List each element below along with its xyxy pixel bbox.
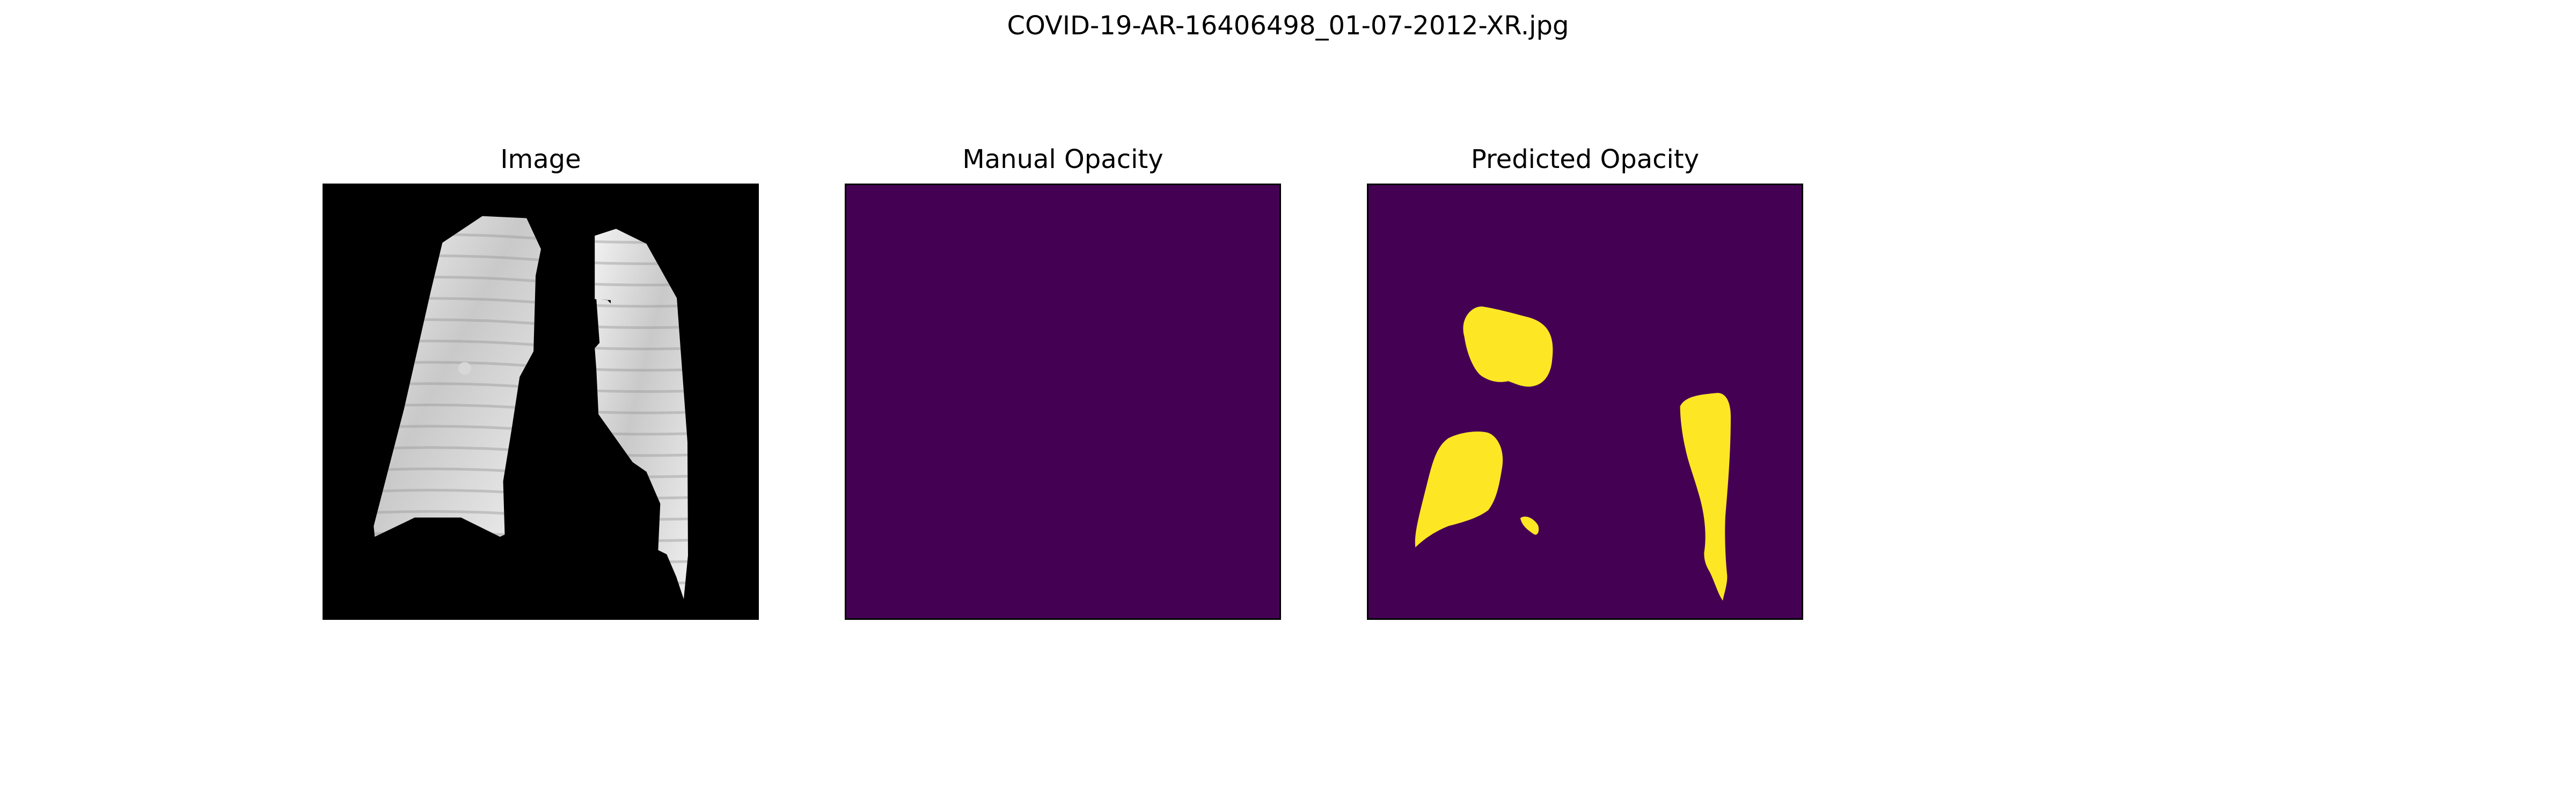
predicted-region-right [1680,393,1731,601]
manual-opacity-panel: Manual Opacity [845,144,1281,620]
manual-opacity-axes [845,184,1281,620]
image-panel-title: Image [500,144,581,174]
predicted-region-lower-left [1415,431,1503,547]
predicted-opacity-mask [1368,185,1802,618]
predicted-opacity-axes [1367,184,1803,620]
predicted-mask-background [1368,185,1802,618]
lung-left-segment [374,216,541,537]
figure-title: COVID-19-AR-16406498_01-07-2012-XR.jpg [1007,11,1569,41]
lung-right-segment [595,229,688,599]
manual-mask-background [846,185,1279,618]
predicted-region-upper-left [1463,306,1553,387]
xray-image-axes [323,184,759,620]
predicted-opacity-panel-title: Predicted Opacity [1470,144,1700,174]
manual-opacity-mask [846,185,1279,618]
xray-image [324,185,757,618]
predicted-region-small-center [1520,516,1539,535]
manual-opacity-panel-title: Manual Opacity [962,144,1163,174]
image-panel: Image [323,144,759,620]
predicted-opacity-panel: Predicted Opacity [1367,144,1803,620]
